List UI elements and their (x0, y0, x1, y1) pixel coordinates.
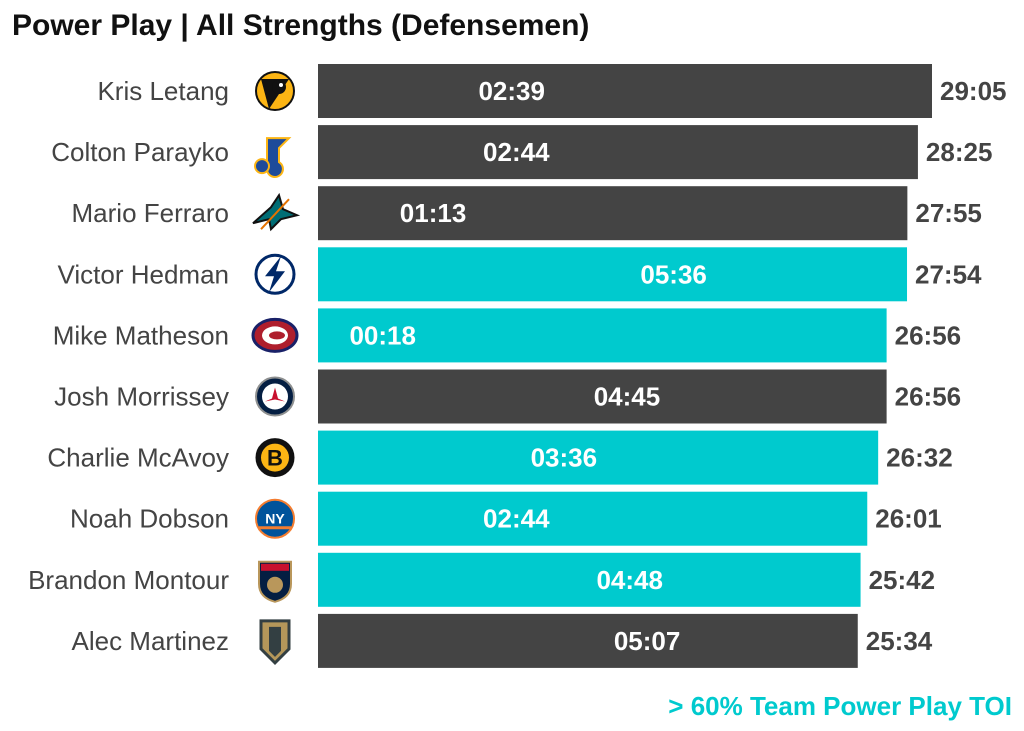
total-toi-label: 26:56 (895, 382, 962, 412)
legend-text: > 60% Team Power Play TOI (668, 691, 1012, 721)
pp-toi-label: 02:39 (478, 76, 544, 106)
pp-toi-label: 05:36 (640, 259, 707, 289)
total-toi-label: 27:55 (915, 198, 982, 228)
total-toi-label: 26:32 (886, 443, 953, 473)
player-name: Victor Hedman (58, 259, 230, 289)
pp-toi-label: 02:44 (483, 504, 550, 534)
lightning-logo-icon (254, 253, 296, 295)
total-toi-label: 26:01 (875, 504, 942, 534)
player-name: Josh Morrissey (54, 382, 229, 412)
chart-row: Charlie McAvoy B 26:32 03:36 (47, 430, 953, 485)
pp-toi-label: 00:18 (349, 320, 416, 350)
sharks-logo-icon (252, 192, 301, 232)
pp-toi-label: 01:13 (400, 198, 467, 228)
total-toi-label: 28:25 (926, 137, 993, 167)
pp-toi-label: 04:45 (594, 382, 661, 412)
panthers-logo-icon (258, 560, 292, 603)
total-toi-label: 26:56 (895, 320, 962, 350)
chart-row: Noah Dobson NY 26:01 02:44 (70, 491, 942, 546)
chart-rows: Kris Letang 29:05 02:39 Colton Parayko 28:25… (28, 64, 1007, 668)
total-toi-label: 29:05 (940, 76, 1007, 106)
jets-logo-icon (255, 376, 295, 417)
penguins-logo-icon (255, 71, 295, 111)
bar (318, 430, 879, 485)
player-name: Mike Matheson (53, 320, 229, 350)
player-name: Kris Letang (97, 76, 229, 106)
canadiens-logo-icon (251, 317, 299, 353)
blues-logo-icon (254, 137, 292, 178)
svg-text:NY: NY (265, 511, 285, 527)
chart-row: Josh Morrissey 26:56 04:45 (54, 369, 962, 424)
bar (318, 247, 908, 302)
pp-toi-label: 03:36 (531, 443, 598, 473)
pp-toi-label: 04:48 (596, 565, 663, 595)
bar (318, 552, 861, 607)
bruins-logo-icon: B (255, 438, 295, 478)
chart-row: Colton Parayko 28:25 02:44 (51, 125, 993, 180)
total-toi-label: 25:34 (866, 626, 933, 656)
bar (318, 125, 918, 180)
chart-title: Power Play | All Strengths (Defensemen) (12, 9, 589, 42)
chart-row: Mike Matheson 26:56 00:18 (53, 308, 962, 363)
islanders-logo-icon: NY (255, 498, 295, 539)
chart-row: Kris Letang 29:05 02:39 (97, 64, 1007, 118)
bar (318, 369, 887, 424)
total-toi-label: 25:42 (869, 565, 936, 595)
player-name: Alec Martinez (72, 626, 230, 656)
player-name: Noah Dobson (70, 504, 229, 534)
bar (318, 64, 932, 118)
pp-toi-label: 02:44 (483, 137, 550, 167)
pp-toi-label: 05:07 (614, 626, 681, 656)
player-name: Colton Parayko (51, 137, 229, 167)
total-toi-label: 27:54 (915, 259, 982, 289)
player-name: Charlie McAvoy (47, 443, 229, 473)
svg-text:B: B (267, 446, 283, 471)
chart-row: Brandon Montour 25:42 04:48 (28, 552, 936, 607)
bar (318, 613, 858, 668)
chart-row: Alec Martinez 25:34 05:07 (72, 613, 933, 668)
bar (318, 491, 868, 546)
player-name: Mario Ferraro (72, 198, 229, 228)
chart-row: Victor Hedman 27:54 05:36 (58, 247, 982, 302)
bar (318, 186, 908, 241)
player-name: Brandon Montour (28, 565, 229, 595)
chart-row: Mario Ferraro 27:55 01:13 (72, 186, 982, 241)
golden-knights-logo-icon (259, 619, 291, 666)
bar (318, 308, 887, 363)
